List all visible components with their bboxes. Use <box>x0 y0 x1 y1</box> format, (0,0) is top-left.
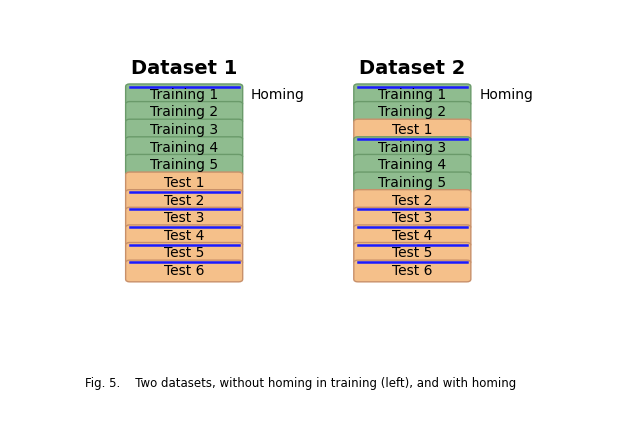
Text: Training 3: Training 3 <box>378 141 446 155</box>
Text: Training 5: Training 5 <box>150 158 218 172</box>
Text: Dataset 2: Dataset 2 <box>359 59 465 77</box>
Text: Test 6: Test 6 <box>164 264 204 278</box>
FancyBboxPatch shape <box>125 225 243 246</box>
Text: Test 2: Test 2 <box>392 194 433 208</box>
FancyBboxPatch shape <box>125 119 243 141</box>
Text: Test 5: Test 5 <box>164 246 204 260</box>
Text: Training 2: Training 2 <box>378 106 446 119</box>
Text: Test 3: Test 3 <box>392 211 433 225</box>
Text: Training 2: Training 2 <box>150 106 218 119</box>
FancyBboxPatch shape <box>354 84 471 106</box>
FancyBboxPatch shape <box>125 190 243 211</box>
FancyBboxPatch shape <box>125 84 243 106</box>
FancyBboxPatch shape <box>354 119 471 141</box>
FancyBboxPatch shape <box>354 137 471 158</box>
Text: Dataset 1: Dataset 1 <box>131 59 237 77</box>
FancyBboxPatch shape <box>354 207 471 229</box>
FancyBboxPatch shape <box>354 102 471 123</box>
FancyBboxPatch shape <box>125 207 243 229</box>
Text: Training 5: Training 5 <box>378 176 446 190</box>
Text: Training 4: Training 4 <box>378 158 446 172</box>
Text: Homing: Homing <box>251 88 305 102</box>
FancyBboxPatch shape <box>354 260 471 282</box>
FancyBboxPatch shape <box>125 137 243 158</box>
Text: Training 1: Training 1 <box>150 88 218 102</box>
Text: Test 4: Test 4 <box>392 229 433 243</box>
Text: Test 2: Test 2 <box>164 194 204 208</box>
FancyBboxPatch shape <box>125 102 243 123</box>
FancyBboxPatch shape <box>125 260 243 282</box>
FancyBboxPatch shape <box>125 242 243 264</box>
FancyBboxPatch shape <box>354 154 471 176</box>
FancyBboxPatch shape <box>354 190 471 211</box>
Text: Homing: Homing <box>479 88 533 102</box>
Text: Test 5: Test 5 <box>392 246 433 260</box>
FancyBboxPatch shape <box>354 172 471 194</box>
Text: Test 4: Test 4 <box>164 229 204 243</box>
FancyBboxPatch shape <box>125 154 243 176</box>
Text: Fig. 5.    Two datasets, without homing in training (left), and with homing: Fig. 5. Two datasets, without homing in … <box>85 377 516 390</box>
Text: Training 3: Training 3 <box>150 123 218 137</box>
Text: Test 1: Test 1 <box>164 176 204 190</box>
Text: Training 1: Training 1 <box>378 88 447 102</box>
Text: Test 3: Test 3 <box>164 211 204 225</box>
FancyBboxPatch shape <box>354 225 471 246</box>
FancyBboxPatch shape <box>354 242 471 264</box>
FancyBboxPatch shape <box>125 172 243 194</box>
Text: Test 6: Test 6 <box>392 264 433 278</box>
Text: Training 4: Training 4 <box>150 141 218 155</box>
Text: Test 1: Test 1 <box>392 123 433 137</box>
